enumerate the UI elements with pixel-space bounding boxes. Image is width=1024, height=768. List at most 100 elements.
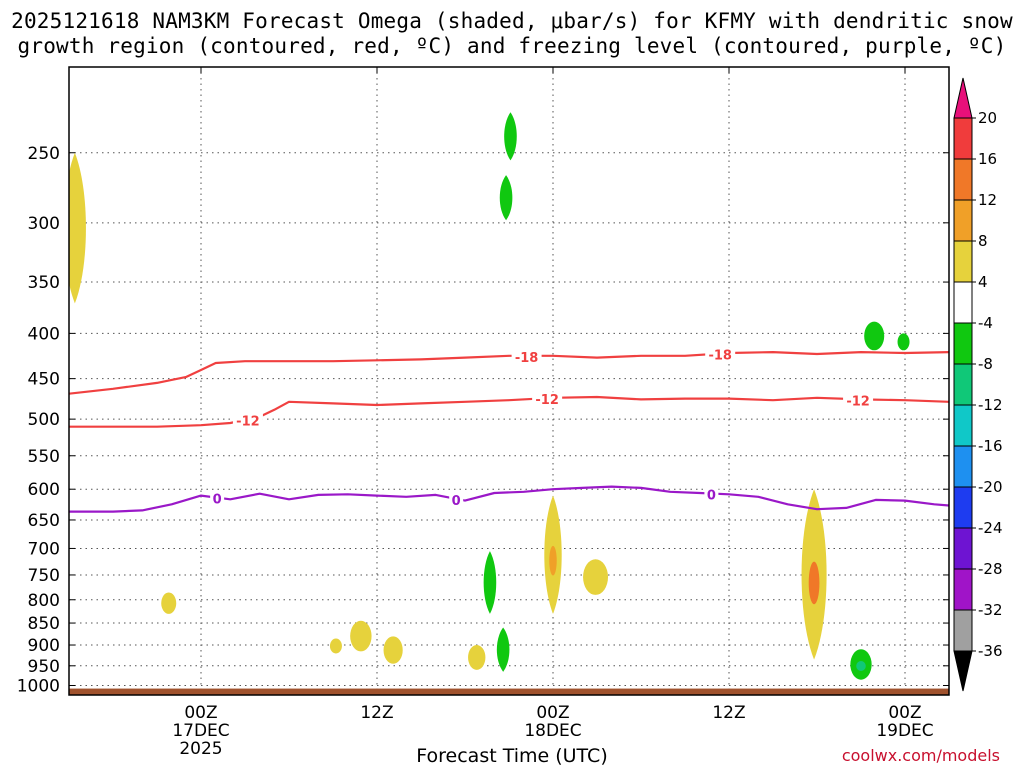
x-tick-date: 19DEC xyxy=(876,721,933,741)
contour-line--12 xyxy=(69,395,949,428)
y-tick-label: 950 xyxy=(28,657,60,677)
omega-feature-12 xyxy=(350,620,372,652)
y-axis-labels: 2503003504004505005506006507007508008509… xyxy=(17,144,60,697)
y-tick-label: 300 xyxy=(28,214,60,234)
x-tick-label: 00Z xyxy=(184,703,217,723)
x-tick-label: 00Z xyxy=(888,703,921,723)
y-tick-label: 250 xyxy=(28,144,60,164)
colorbar-bin xyxy=(953,158,973,201)
y-tick-label: 600 xyxy=(28,480,60,500)
y-tick-label: 750 xyxy=(28,566,60,586)
y-tick-label: 900 xyxy=(28,636,60,656)
colorbar-bin xyxy=(953,486,973,529)
colorbar-label: -8 xyxy=(978,355,993,373)
contour-label: -12 xyxy=(846,394,870,409)
y-tick-label: 350 xyxy=(28,273,60,293)
contour-label-bg xyxy=(532,392,563,407)
colorbar-bin xyxy=(953,445,973,488)
colorbar-bin xyxy=(953,117,973,160)
colorbar-label: 4 xyxy=(978,273,988,291)
colorbar-label: -16 xyxy=(978,437,1003,455)
colorbar-bin xyxy=(953,363,973,406)
colorbar-top-arrow xyxy=(953,77,973,119)
omega-core-15 xyxy=(856,661,866,672)
contour-label: -12 xyxy=(236,414,260,429)
colorbar-bin xyxy=(953,240,973,283)
contour-label-bg xyxy=(449,492,464,507)
colorbar-bin xyxy=(953,281,973,324)
y-tick-label: 650 xyxy=(28,511,60,531)
x-tick-date: 17DEC xyxy=(172,721,229,741)
colorbar-bin xyxy=(953,199,973,242)
contour-label-bg xyxy=(232,413,263,428)
omega-core-6 xyxy=(549,545,557,576)
contour-label-bg xyxy=(210,491,225,506)
y-tick-label: 550 xyxy=(28,447,60,467)
omega-feature-0 xyxy=(69,152,86,304)
contour-label-bg xyxy=(704,487,719,502)
omega-feature-11 xyxy=(329,638,342,654)
colorbar-label: 8 xyxy=(978,232,988,250)
omega-feature-9 xyxy=(496,627,510,672)
contour-label: -12 xyxy=(535,393,559,408)
y-tick-label: 1000 xyxy=(17,677,60,697)
contour-line--18 xyxy=(69,351,949,395)
colorbar-label: -32 xyxy=(978,601,1003,619)
contour-line-0 xyxy=(69,485,949,513)
colorbar-bin xyxy=(953,322,973,365)
colorbar-label: -36 xyxy=(978,642,1003,660)
colorbar-label: 12 xyxy=(978,191,997,209)
omega-feature-10 xyxy=(468,644,486,670)
colorbar-bin xyxy=(953,527,973,570)
chart-title-line-2: growth region (contoured, red, ºC) and f… xyxy=(17,34,1007,58)
ground-surface xyxy=(69,688,949,695)
contour-label-bg xyxy=(511,349,542,364)
chart-title-line-1: 2025121618 NAM3KM Forecast Omega (shaded… xyxy=(11,9,1013,33)
contour-label: 0 xyxy=(213,493,222,508)
contour-label: -18 xyxy=(708,349,732,364)
colorbar-label: -24 xyxy=(978,519,1003,537)
colorbar: 20 16 12 8 4 -4 -8 -12 -16 -20 -24 -28 -32 -36 xyxy=(953,77,1003,692)
omega-core-14 xyxy=(808,561,820,605)
omega-feature-8 xyxy=(483,551,497,614)
x-tick-label: 12Z xyxy=(360,703,393,723)
x-tick-date: 18DEC xyxy=(524,721,581,741)
omega-feature-7 xyxy=(583,559,609,595)
contour-label: 0 xyxy=(452,494,461,509)
contour-label-bg xyxy=(705,347,736,362)
x-axis-title: Forecast Time (UTC) xyxy=(416,745,608,767)
colorbar-bin xyxy=(953,568,973,611)
omega-feature-3 xyxy=(864,321,885,351)
colorbar-label: 20 xyxy=(978,109,997,127)
omega-shading-layer xyxy=(69,112,949,695)
colorbar-label: -28 xyxy=(978,560,1003,578)
contour-label-bg xyxy=(843,393,874,408)
colorbar-label: -12 xyxy=(978,396,1003,414)
y-tick-label: 850 xyxy=(28,614,60,634)
contour-label: 0 xyxy=(707,489,716,504)
y-tick-label: 500 xyxy=(28,410,60,430)
colorbar-bin xyxy=(953,404,973,447)
omega-feature-13 xyxy=(383,636,403,664)
colorbar-label: 16 xyxy=(978,150,997,168)
colorbar-label: -4 xyxy=(978,314,993,332)
plot-frame xyxy=(68,66,950,696)
contour-layer: -18 -18 -12 -12 -12 0 0 0 xyxy=(69,347,949,513)
contour-label: -18 xyxy=(515,351,539,366)
x-tick-label: 12Z xyxy=(712,703,745,723)
credit-link[interactable]: coolwx.com/models xyxy=(841,746,1000,765)
colorbar-bin xyxy=(953,609,973,652)
x-tick-year: 2025 xyxy=(179,739,222,759)
omega-feature-2 xyxy=(499,175,513,221)
colorbar-label: -20 xyxy=(978,478,1003,496)
y-tick-label: 700 xyxy=(28,539,60,559)
omega-feature-4 xyxy=(897,333,910,351)
omega-feature-1 xyxy=(504,112,517,161)
x-tick-label: 00Z xyxy=(536,703,569,723)
colorbar-bottom-arrow xyxy=(953,650,973,692)
omega-feature-5 xyxy=(161,592,177,614)
y-tick-label: 450 xyxy=(28,370,60,390)
y-tick-label: 800 xyxy=(28,591,60,611)
